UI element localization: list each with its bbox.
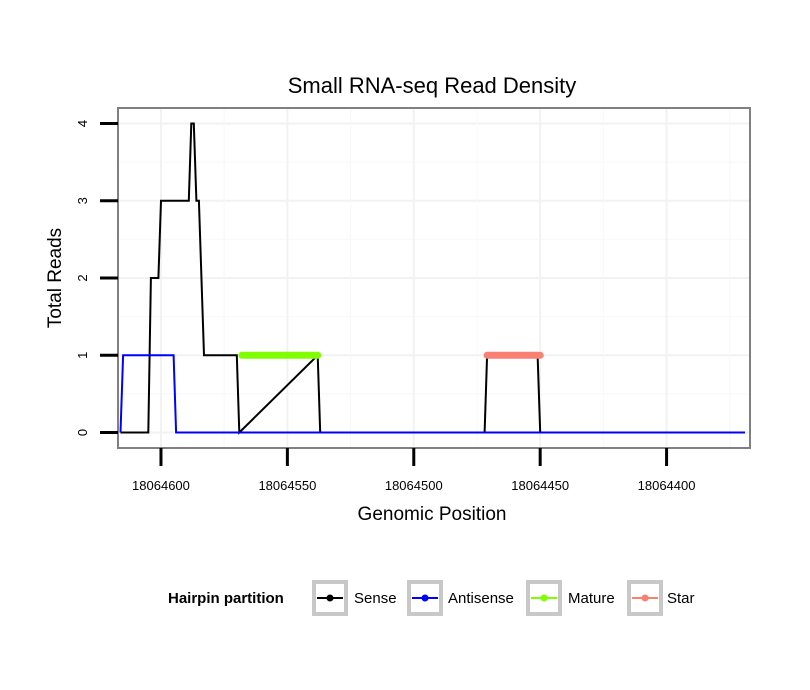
x-axis: 18064600 18064550 18064500 18064450 18064400 xyxy=(132,448,695,493)
legend-point-antisense xyxy=(421,594,429,602)
legend: Hairpin partition Sense Antisense Mature St… xyxy=(168,580,695,616)
legend-item-mature: Mature xyxy=(526,580,615,616)
series-layer xyxy=(119,122,745,435)
legend-label-antisense: Antisense xyxy=(448,590,514,607)
y-tick-label-3: 3 xyxy=(75,197,90,204)
x-tick-label-0: 18064600 xyxy=(132,478,190,493)
y-tick-label-1: 1 xyxy=(75,352,90,359)
series-antisense-line xyxy=(119,354,745,434)
y-axis-label: Total Reads xyxy=(45,228,66,328)
x-tick-label-4: 18064400 xyxy=(638,478,696,493)
x-tick-label-2: 18064500 xyxy=(385,478,443,493)
y-tick-label-2: 2 xyxy=(75,274,90,281)
legend-item-sense: Sense xyxy=(312,580,397,616)
legend-title: Hairpin partition xyxy=(168,590,284,607)
legend-point-mature xyxy=(540,594,548,602)
legend-label-mature: Mature xyxy=(568,590,615,607)
x-axis-label: Genomic Position xyxy=(358,504,507,525)
legend-point-star xyxy=(641,594,649,602)
chart-title: Small RNA-seq Read Density xyxy=(288,73,577,98)
legend-item-star: Star xyxy=(627,580,695,616)
legend-point-sense xyxy=(326,594,334,602)
y-tick-label-0: 0 xyxy=(75,429,90,436)
x-tick-label-1: 18064550 xyxy=(258,478,316,493)
series-sense-line xyxy=(120,122,745,435)
legend-label-sense: Sense xyxy=(354,590,397,607)
y-axis: 0 1 2 3 4 xyxy=(75,120,118,436)
x-tick-label-3: 18064450 xyxy=(511,478,569,493)
y-tick-label-4: 4 xyxy=(75,120,90,127)
legend-label-star: Star xyxy=(667,590,695,607)
legend-item-antisense: Antisense xyxy=(407,580,514,616)
